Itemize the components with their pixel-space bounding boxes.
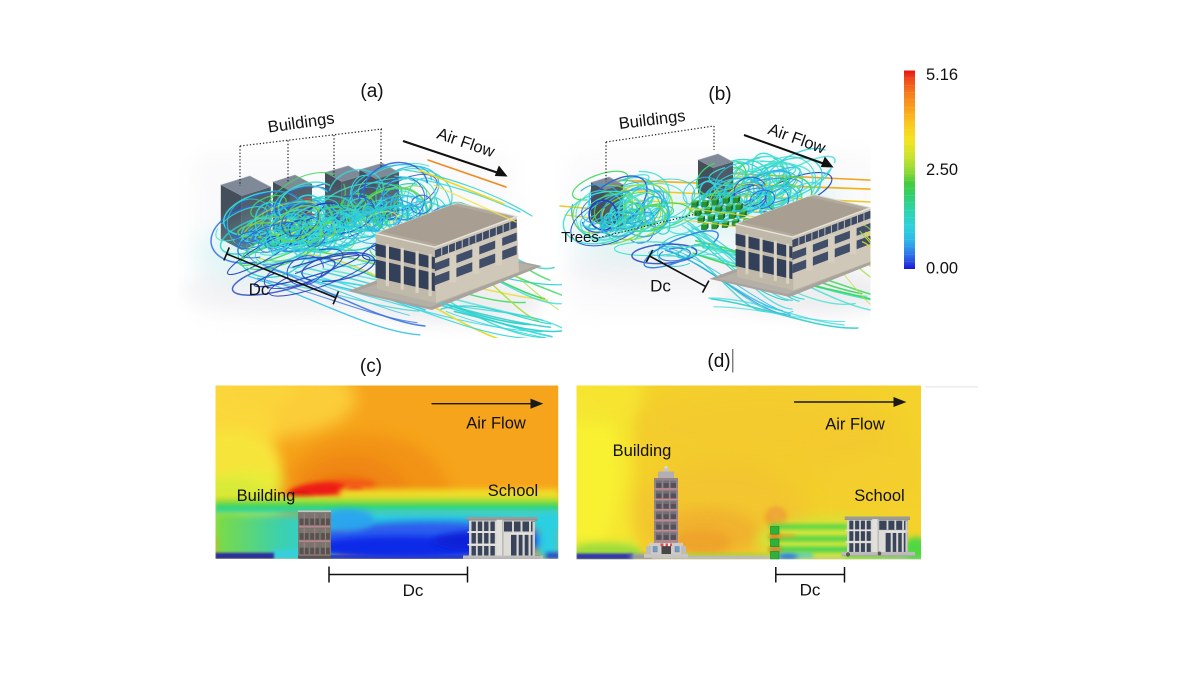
svg-text:5.16: 5.16 [926, 66, 958, 84]
svg-text:Building: Building [613, 442, 672, 460]
svg-text:Dc: Dc [650, 277, 671, 296]
svg-text:Dc: Dc [249, 280, 270, 299]
svg-text:Building: Building [237, 487, 296, 505]
svg-text:School: School [854, 487, 904, 505]
svg-text:0.00: 0.00 [926, 260, 958, 278]
svg-text:(d): (d) [707, 351, 730, 372]
svg-text:(a): (a) [360, 81, 383, 102]
svg-text:Air Flow: Air Flow [825, 416, 885, 434]
svg-text:(c): (c) [360, 356, 382, 377]
svg-text:Dc: Dc [800, 581, 821, 600]
svg-text:2.50: 2.50 [926, 161, 958, 179]
svg-text:Trees: Trees [561, 229, 599, 246]
svg-text:Dc: Dc [403, 581, 424, 600]
svg-text:(b): (b) [708, 84, 731, 105]
svg-text:Air Flow: Air Flow [466, 415, 526, 433]
svg-text:School: School [488, 482, 538, 500]
